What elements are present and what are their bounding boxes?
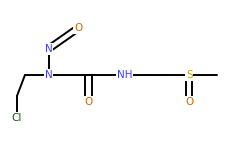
Text: Cl: Cl bbox=[12, 113, 22, 123]
Text: S: S bbox=[186, 70, 192, 80]
Text: O: O bbox=[84, 97, 93, 106]
Text: NH: NH bbox=[117, 70, 132, 80]
Text: N: N bbox=[45, 44, 53, 54]
Text: O: O bbox=[185, 97, 193, 106]
Text: N: N bbox=[45, 70, 53, 80]
Text: O: O bbox=[74, 23, 83, 33]
